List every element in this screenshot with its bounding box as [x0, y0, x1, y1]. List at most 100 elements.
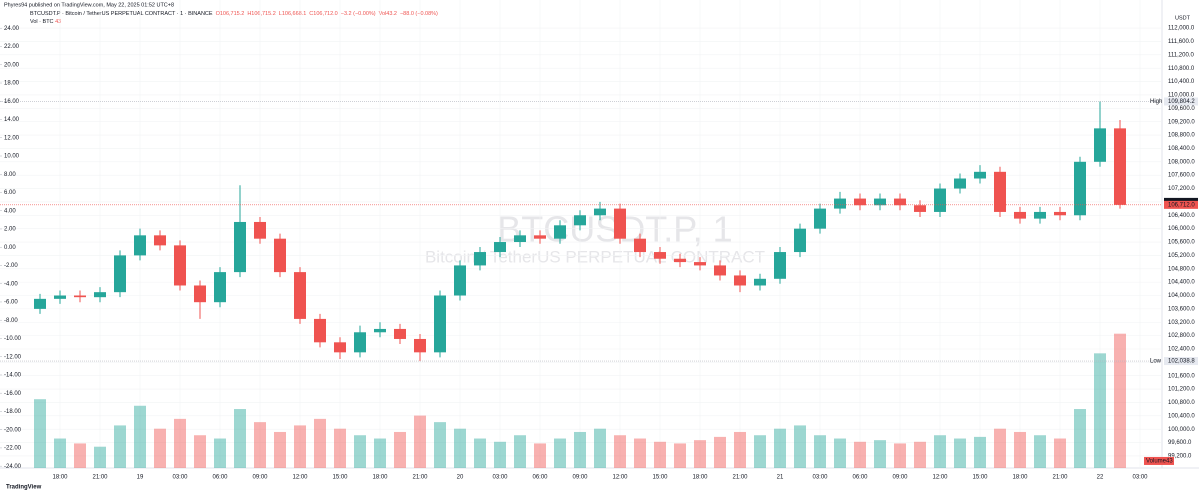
- candle-body: [34, 298, 46, 309]
- volume-bar: [54, 438, 66, 468]
- candle-body: [534, 235, 546, 239]
- candle-body: [134, 235, 146, 256]
- low_marker-tag: [1164, 357, 1198, 366]
- candle-body: [114, 255, 126, 293]
- candle-body: [834, 198, 846, 209]
- y2-tick-label: 12.00: [4, 135, 20, 141]
- volume-bar: [954, 438, 966, 468]
- candle-body: [194, 285, 206, 303]
- y2-tick-label: 6.00: [4, 190, 16, 196]
- candle-body: [374, 328, 386, 333]
- volume-bar: [774, 428, 786, 468]
- ohlc-value: L106,668.1: [279, 11, 307, 17]
- volume-bar: [634, 438, 646, 468]
- candle-body: [1034, 211, 1046, 219]
- y-tick-label: 102,800.0: [1168, 333, 1195, 339]
- y2-tick-label: -6.00: [4, 300, 18, 306]
- volume-bar: [834, 438, 846, 468]
- footer: TradingView: [6, 485, 42, 491]
- volume-bar: [394, 431, 406, 468]
- high_marker-tag: [1164, 97, 1198, 106]
- x-tick-label: 21:00: [412, 475, 428, 481]
- x-tick-label: 22: [1097, 475, 1104, 481]
- volume-bar: [734, 431, 746, 468]
- y2-tick-label: -16.00: [4, 391, 22, 397]
- volume-bar: [874, 440, 886, 468]
- y-tick-label: 104,800.0: [1168, 266, 1195, 272]
- y-tick-label: 106,400.0: [1168, 213, 1195, 219]
- volume-bar: [274, 431, 286, 468]
- x-tick-label: 06:00: [532, 475, 548, 481]
- ohlc-value: O106,715.2: [216, 11, 245, 17]
- y2-tick-label: -12.00: [4, 354, 22, 360]
- y2-tick-label: -8.00: [4, 318, 18, 324]
- vol-label: Vol · BTC: [30, 19, 54, 25]
- volume-bar: [74, 443, 86, 468]
- y-tick-label: 99,600.0: [1168, 440, 1192, 446]
- high_marker-value: 109,804.2: [1168, 99, 1195, 105]
- candle-body: [954, 178, 966, 189]
- y-tick-label: 100,000.0: [1168, 427, 1195, 433]
- volume-bar: [594, 428, 606, 468]
- volume-bar: [434, 422, 446, 468]
- y-tick-label: 107,200.0: [1168, 186, 1195, 192]
- volume-bar: [134, 405, 146, 468]
- volume-bar: [1034, 435, 1046, 468]
- volume-bar: [1094, 353, 1106, 468]
- volume-bar: [454, 428, 466, 468]
- candle-body: [214, 272, 226, 303]
- ohlc-value: H106,715.2: [247, 11, 275, 17]
- candle-body: [634, 238, 646, 253]
- y2-tick-label: -18.00: [4, 409, 22, 415]
- candle-body: [314, 318, 326, 343]
- y-tick-label: 105,600.0: [1168, 240, 1195, 246]
- candle-body: [1074, 161, 1086, 216]
- y2-tick-label: -24.00: [4, 464, 22, 470]
- candle-body: [234, 221, 246, 273]
- high_marker-label: High: [1150, 99, 1162, 105]
- x-tick-label: 03:00: [1132, 475, 1148, 481]
- symbol-line: BTCUSDT.P · Bitcoin / TetherUS PERPETUAL…: [30, 11, 438, 17]
- x-tick-label: 21:00: [732, 475, 748, 481]
- candle-body: [494, 242, 506, 253]
- y-tick-label: 108,400.0: [1168, 146, 1195, 152]
- y-tick-label: 108,800.0: [1168, 133, 1195, 139]
- candle-body: [394, 328, 406, 339]
- y-tick-label: 107,600.0: [1168, 173, 1195, 179]
- y-tick-label: 101,200.0: [1168, 387, 1195, 393]
- y-tick-label: 110,000.0: [1168, 93, 1195, 99]
- y-tick-label: 99,200.0: [1168, 454, 1192, 460]
- volume-bar: [154, 428, 166, 468]
- candle-body: [734, 275, 746, 286]
- last_price-value: 106,712.0: [1168, 202, 1195, 208]
- x-tick-label: 20: [457, 475, 464, 481]
- y2-tick-label: 20.00: [4, 62, 20, 68]
- y2-tick-label: -4.00: [4, 281, 18, 287]
- candle-body: [594, 208, 606, 216]
- x-tick-label: 06:00: [212, 475, 228, 481]
- y-tick-label: 109,600.0: [1168, 106, 1195, 112]
- volume-bar: [174, 418, 186, 468]
- x-tick-label: 21:00: [92, 475, 108, 481]
- ohlc-value: C106,712.0: [309, 11, 337, 17]
- volume-bar: [854, 441, 866, 468]
- y2-tick-label: 14.00: [4, 117, 20, 123]
- candle-body: [714, 265, 726, 276]
- x-tick-label: 12:00: [292, 475, 308, 481]
- candle-body: [574, 215, 586, 226]
- published: Phyres94 published on TradingView.com, M…: [4, 2, 174, 8]
- volume-bar: [214, 438, 226, 468]
- candle-body: [274, 238, 286, 273]
- x-tick-label: 21: [777, 475, 784, 481]
- y-tick-label: 108,000.0: [1168, 159, 1195, 165]
- x-tick-label: 18:00: [692, 475, 708, 481]
- x-tick-label: 12:00: [932, 475, 948, 481]
- volume-bar: [534, 443, 546, 468]
- y2-tick-label: 22.00: [4, 44, 20, 50]
- volume-label: Volume: [1146, 459, 1167, 465]
- volume-bar: [974, 436, 986, 468]
- symbol: BTCUSDT.P · Bitcoin / TetherUS PERPETUAL…: [30, 11, 213, 17]
- x-tick-label: 15:00: [972, 475, 988, 481]
- volume-bar: [694, 440, 706, 468]
- candle-body: [54, 295, 66, 299]
